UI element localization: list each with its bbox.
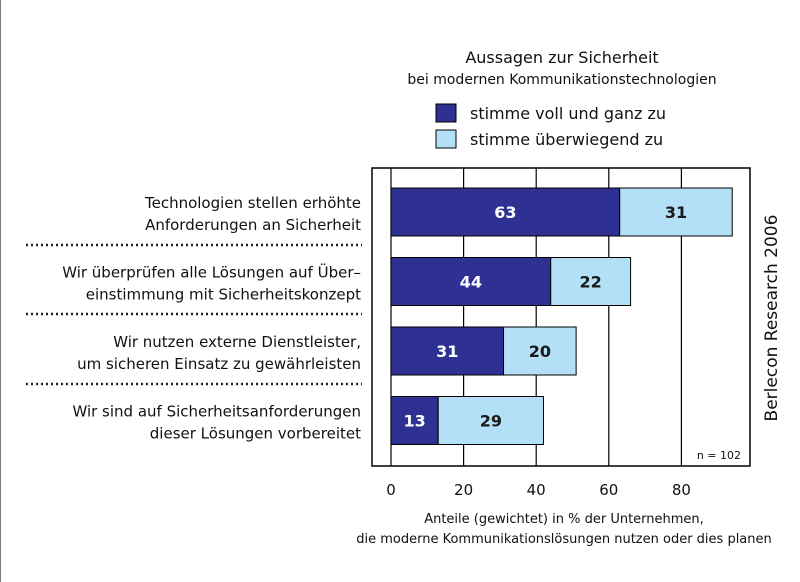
chart-title: Aussagen zur Sicherheit <box>465 48 658 67</box>
category-label: Anforderungen an Sicherheit <box>145 216 361 234</box>
bar-segment-ueberwiegend <box>550 257 632 306</box>
data-label-voll: 31 <box>436 342 458 361</box>
bar-segment-ueberwiegend <box>503 326 577 376</box>
data-label-ueberwiegend: 22 <box>580 273 602 292</box>
legend-swatch <box>435 103 457 123</box>
legend-swatch <box>435 129 457 149</box>
x-tick-labels: 0 20 40 60 80 <box>386 481 691 499</box>
legend-label: stimme voll und ganz zu <box>470 104 666 123</box>
category-label: einstimmung mit Sicherheitskonzept <box>86 286 361 304</box>
data-label-ueberwiegend: 29 <box>480 412 502 431</box>
x-axis-label: Anteile (gewichtet) in % der Unternehmen… <box>356 512 772 547</box>
sample-size-annotation: n = 102 <box>697 449 741 462</box>
bar-segment-ueberwiegend <box>619 187 733 237</box>
source-label: Berlecon Research 2006 <box>762 215 782 422</box>
bar-segment-voll <box>390 187 621 237</box>
category-label: dieser Lösungen vorbereitet <box>150 425 361 443</box>
plot-frame <box>371 167 751 467</box>
category-label: um sicheren Einsatz zu gewährleisten <box>77 355 361 373</box>
x-axis-label-line: die moderne Kommunikationslösungen nutze… <box>356 532 772 547</box>
x-tick-label: 0 <box>386 481 396 499</box>
x-tick-label: 60 <box>599 481 618 499</box>
category-labels: Technologien stellen erhöhte Anforderunge… <box>62 194 361 443</box>
legend: stimme voll und ganz zu stimme überwiegen… <box>435 103 666 149</box>
bar-segment-ueberwiegend <box>437 396 544 445</box>
bar-segment-voll <box>390 326 505 376</box>
dotted-separators <box>26 243 362 386</box>
x-tick-label: 40 <box>527 481 546 499</box>
data-label-voll: 63 <box>494 203 516 222</box>
chart-subtitle: bei modernen Kommunikationstechnologien <box>407 72 716 88</box>
category-label: Wir sind auf Sicherheitsanforderungen <box>72 403 361 421</box>
x-tick-label: 20 <box>454 481 473 499</box>
x-tick-label: 80 <box>672 481 691 499</box>
data-label-voll: 44 <box>460 273 482 292</box>
data-label-ueberwiegend: 31 <box>665 203 687 222</box>
plot-area: 63 31 44 22 31 20 13 29 0 20 40 60 80 <box>371 167 751 499</box>
category-label: Wir nutzen externe Dienstleister, <box>113 333 361 351</box>
category-label: Wir überprüfen alle Lösungen auf Über– <box>62 263 361 282</box>
bars: 63 31 44 22 31 20 13 29 <box>390 187 733 445</box>
legend-label: stimme überwiegend zu <box>470 130 663 149</box>
data-label-voll: 13 <box>403 412 425 431</box>
data-label-ueberwiegend: 20 <box>529 342 551 361</box>
category-label: Technologien stellen erhöhte <box>144 194 361 212</box>
x-axis-label-line: Anteile (gewichtet) in % der Unternehmen… <box>424 512 704 527</box>
